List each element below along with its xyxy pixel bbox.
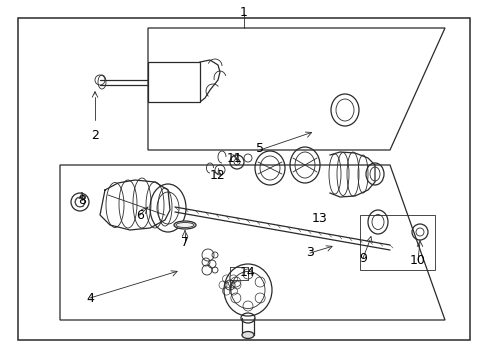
Ellipse shape <box>242 332 253 338</box>
Bar <box>359 215 434 270</box>
Text: 6: 6 <box>136 208 143 221</box>
Text: 12: 12 <box>210 168 225 181</box>
Text: 4: 4 <box>86 292 94 305</box>
Text: 13: 13 <box>311 212 327 225</box>
Polygon shape <box>60 165 444 320</box>
Text: 3: 3 <box>305 247 313 260</box>
Text: 11: 11 <box>226 152 243 165</box>
Text: 5: 5 <box>256 141 264 154</box>
Polygon shape <box>148 28 444 150</box>
Text: 2: 2 <box>91 129 99 141</box>
Text: 14: 14 <box>240 266 255 279</box>
Bar <box>148 62 200 102</box>
Bar <box>18 18 469 340</box>
Text: 10: 10 <box>409 253 425 266</box>
Ellipse shape <box>174 221 196 229</box>
Text: 1: 1 <box>240 5 247 18</box>
Text: 7: 7 <box>181 235 189 248</box>
Text: 9: 9 <box>358 252 366 265</box>
Text: 8: 8 <box>78 194 86 207</box>
